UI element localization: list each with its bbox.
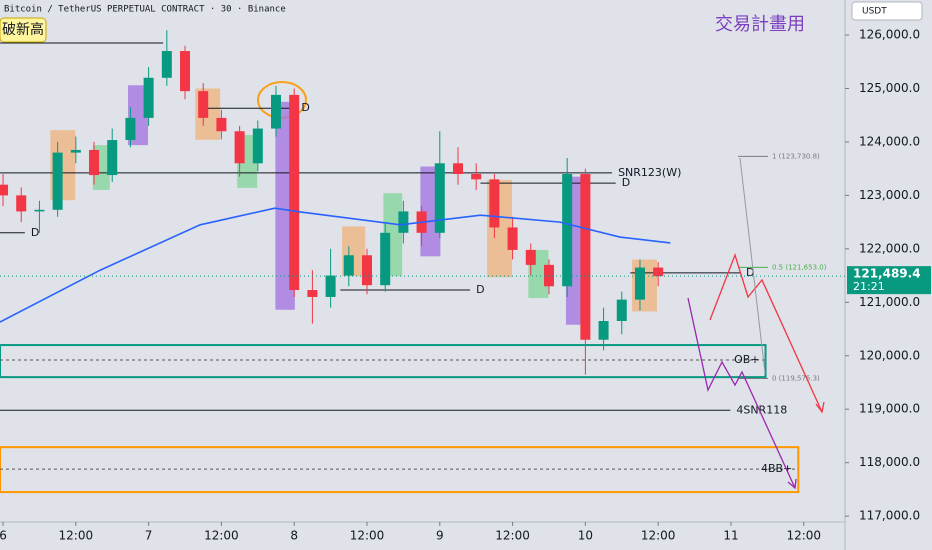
candle-body — [0, 184, 9, 196]
y-tick-label: 123,000.0 — [859, 188, 920, 202]
candle-body — [52, 152, 63, 210]
candle-body — [398, 211, 409, 233]
currency: USDT — [862, 7, 887, 17]
candle-body — [634, 267, 645, 300]
x-tick-label: 12:00 — [495, 529, 530, 543]
x-tick-label: 8 — [290, 529, 298, 543]
projection-red — [709, 253, 823, 413]
level-label: D — [622, 176, 630, 189]
candle-body — [380, 232, 391, 286]
candle-body — [452, 163, 463, 174]
candle-body — [361, 255, 373, 286]
y-tick-label: 120,000.0 — [859, 348, 920, 362]
x-tick-label: 7 — [145, 529, 153, 543]
y-tick-label: 121,000.0 — [859, 295, 920, 309]
candle-body — [125, 117, 136, 141]
candle-body — [161, 51, 172, 78]
level-label: 4SNR118 — [736, 403, 787, 416]
level-label: D — [301, 101, 309, 114]
chart-title: Bitcoin / TetherUS PERPETUAL CONTRACT · … — [4, 5, 286, 15]
x-tick-label: 9 — [436, 529, 444, 543]
candle-body — [598, 321, 609, 340]
level-label: D — [746, 266, 754, 279]
candle-body — [653, 267, 664, 277]
fib-label: 1 (123,730.8) — [772, 152, 820, 160]
candle-body — [252, 128, 263, 164]
level-label: D — [31, 226, 39, 239]
last-price-box — [847, 266, 931, 295]
candle-body — [434, 163, 445, 233]
callout-box — [0, 17, 47, 43]
x-tick-label: 12:00 — [350, 529, 385, 543]
y-tick-label: 126,000.0 — [859, 28, 920, 42]
arrow-head — [815, 401, 825, 414]
candle-body — [70, 149, 81, 153]
zone-box — [0, 446, 800, 494]
x-tick-label: 12:00 — [59, 529, 94, 543]
candle-body — [198, 91, 209, 118]
x-tick-label: 12:00 — [204, 529, 239, 543]
candle-body — [143, 77, 154, 118]
candle-body — [471, 174, 482, 180]
candle-body — [180, 51, 191, 92]
annotation: 交易計畫用 — [715, 14, 805, 35]
candle-body — [489, 179, 500, 228]
y-tick-label: 118,000.0 — [859, 455, 920, 469]
y-tick-label: 125,000.0 — [859, 81, 920, 95]
candle-body — [34, 209, 45, 212]
candle-body — [507, 227, 518, 250]
arrow-head — [787, 478, 797, 490]
candle-body — [289, 94, 300, 290]
candle-body — [234, 131, 245, 164]
candle-body — [343, 255, 354, 276]
y-tick-label: 119,000.0 — [859, 402, 920, 416]
fib-label: 0.5 (121,653.0) — [772, 263, 827, 271]
x-tick-label: 10 — [578, 529, 593, 543]
currency-box[interactable] — [851, 1, 923, 21]
y-tick-label: 122,000.0 — [859, 241, 920, 255]
countdown: 21:21 — [853, 280, 885, 293]
level-label: SNR123(W) — [618, 166, 681, 179]
callout: 破新高 — [2, 21, 44, 38]
last-price: 121,489.4 — [853, 267, 921, 281]
x-tick-label: 12:00 — [641, 529, 676, 543]
level-label: D — [476, 283, 484, 296]
candle-body — [89, 149, 100, 176]
x-tick-label: 6 — [0, 529, 7, 543]
zone-box — [0, 344, 767, 379]
moving-average — [0, 207, 671, 323]
candle-body — [271, 94, 282, 129]
candle-body — [543, 264, 554, 287]
candle-body — [325, 275, 336, 297]
x-tick-label: 12:00 — [786, 529, 821, 543]
x-tick-label: 11 — [723, 529, 738, 543]
zone-label: OB+ — [734, 353, 759, 366]
candle-body — [525, 249, 536, 265]
candle-body — [216, 117, 227, 132]
fib-trend — [739, 157, 766, 374]
candle-body — [307, 290, 318, 297]
y-tick-label: 117,000.0 — [859, 509, 920, 523]
candle-body — [616, 299, 627, 322]
candle-body — [580, 174, 591, 340]
candle-body — [16, 195, 27, 212]
fib-label: 0 (119,575.3) — [772, 374, 820, 382]
projection-purple — [687, 297, 796, 489]
candle-body — [107, 140, 118, 176]
y-tick-label: 124,000.0 — [859, 134, 920, 148]
candle-body — [562, 174, 573, 287]
